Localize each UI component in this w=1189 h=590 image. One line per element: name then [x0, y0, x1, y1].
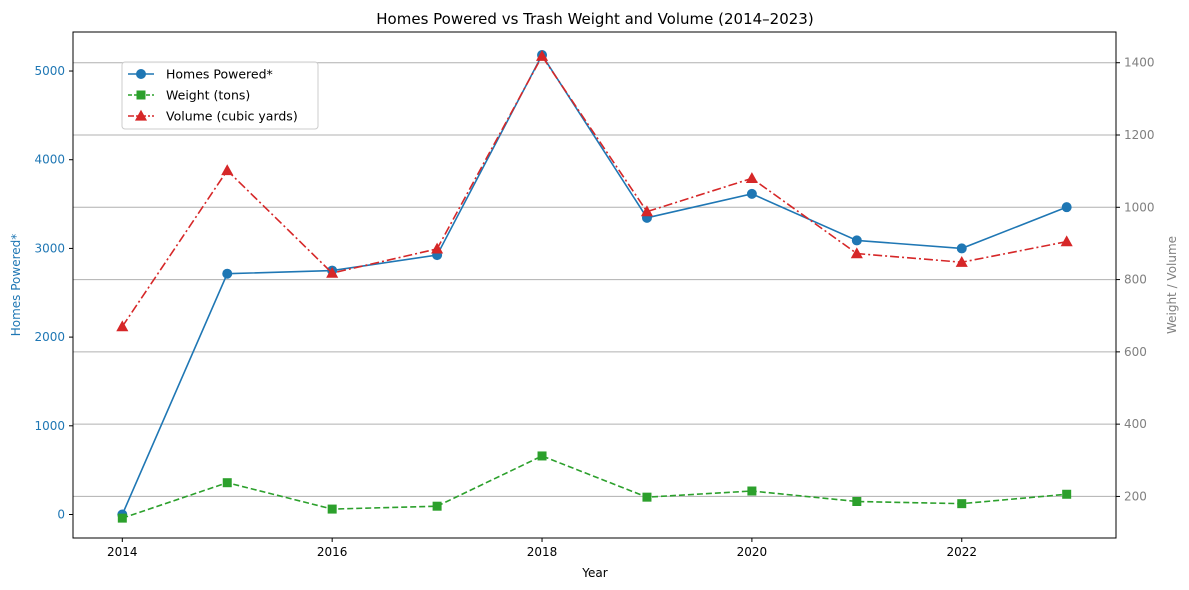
data-point: [535, 49, 549, 61]
x-tick-label: 2022: [946, 545, 977, 559]
y-right-tick-label: 1400: [1124, 56, 1155, 70]
legend-label: Weight (tons): [166, 88, 250, 103]
data-point: [745, 172, 758, 184]
x-tick-label: 2014: [107, 545, 138, 559]
data-point: [432, 501, 442, 511]
y-right-tick-label: 1000: [1124, 200, 1155, 214]
series-volume-cubic-yards: [116, 49, 1073, 332]
data-point: [956, 243, 967, 254]
data-point: [1060, 235, 1073, 247]
x-axis-title: Year: [581, 566, 607, 580]
chart-title: Homes Powered vs Trash Weight and Volume…: [376, 10, 813, 28]
plot-frame: [72, 31, 1117, 539]
y-left-tick-label: 3000: [34, 241, 65, 255]
data-point: [431, 242, 444, 254]
data-point: [1062, 489, 1072, 499]
data-point: [851, 235, 862, 246]
data-point: [222, 268, 233, 279]
y-left-tick-label: 0: [57, 507, 65, 521]
data-point: [117, 513, 127, 523]
y-right-tick-label: 800: [1124, 273, 1147, 287]
data-point: [850, 247, 863, 259]
y-right-tick-label: 400: [1124, 417, 1147, 431]
series-line: [122, 455, 1067, 519]
y-axis-right-title: Weight / Volume: [1165, 236, 1179, 334]
legend-label: Homes Powered*: [166, 67, 273, 82]
legend-box: [121, 61, 319, 130]
data-point: [1061, 202, 1072, 213]
data-point: [326, 266, 339, 278]
data-point: [642, 492, 652, 502]
data-point: [327, 504, 337, 514]
y-left-tick-label: 1000: [34, 419, 65, 433]
y-right-tick-label: 1200: [1124, 128, 1155, 142]
y-left-tick-label: 2000: [34, 330, 65, 344]
data-point: [852, 496, 862, 506]
data-point: [537, 451, 547, 461]
legend-marker: [136, 69, 146, 79]
x-axis: 2014 2016 2018 2020 2022: [107, 538, 977, 559]
data-point: [222, 478, 232, 488]
y-right-tick-label: 200: [1124, 489, 1147, 503]
series-line: [121, 54, 1067, 328]
y-axis-left-title: Homes Powered*: [9, 234, 23, 337]
data-point: [746, 188, 757, 199]
legend-entry-homes-powered: Homes Powered*: [128, 67, 273, 82]
data-point: [955, 256, 968, 267]
data-point: [640, 205, 654, 217]
series-weight-tons: [117, 451, 1072, 523]
data-point: [116, 320, 129, 332]
legend-marker: [134, 109, 148, 121]
x-tick-label: 2016: [317, 545, 348, 559]
legend-marker: [136, 90, 146, 100]
x-tick-label: 2018: [527, 545, 558, 559]
series-layer: [116, 49, 1073, 523]
data-point: [747, 486, 757, 496]
data-point: [221, 164, 234, 176]
legend-entry-volume-cubic-yards: Volume (cubic yards): [128, 109, 298, 124]
series-line: [121, 53, 1067, 515]
y-left-tick-label: 4000: [34, 153, 65, 167]
legend-entry-weight-tons: Weight (tons): [128, 88, 250, 103]
y-left-tick-label: 5000: [34, 64, 65, 78]
data-point: [957, 499, 967, 509]
y-right-tick-label: 600: [1124, 345, 1147, 359]
y-axis-left: 0 1000 2000 3000 4000 5000: [34, 64, 73, 521]
legend-label: Volume (cubic yards): [166, 109, 298, 124]
legend: Homes Powered* Weight (tons) Volume (cubic…: [121, 61, 319, 130]
x-tick-label: 2020: [737, 545, 768, 559]
y-axis-right: 200 400 600 800 1000 1200 1400: [1116, 56, 1155, 503]
